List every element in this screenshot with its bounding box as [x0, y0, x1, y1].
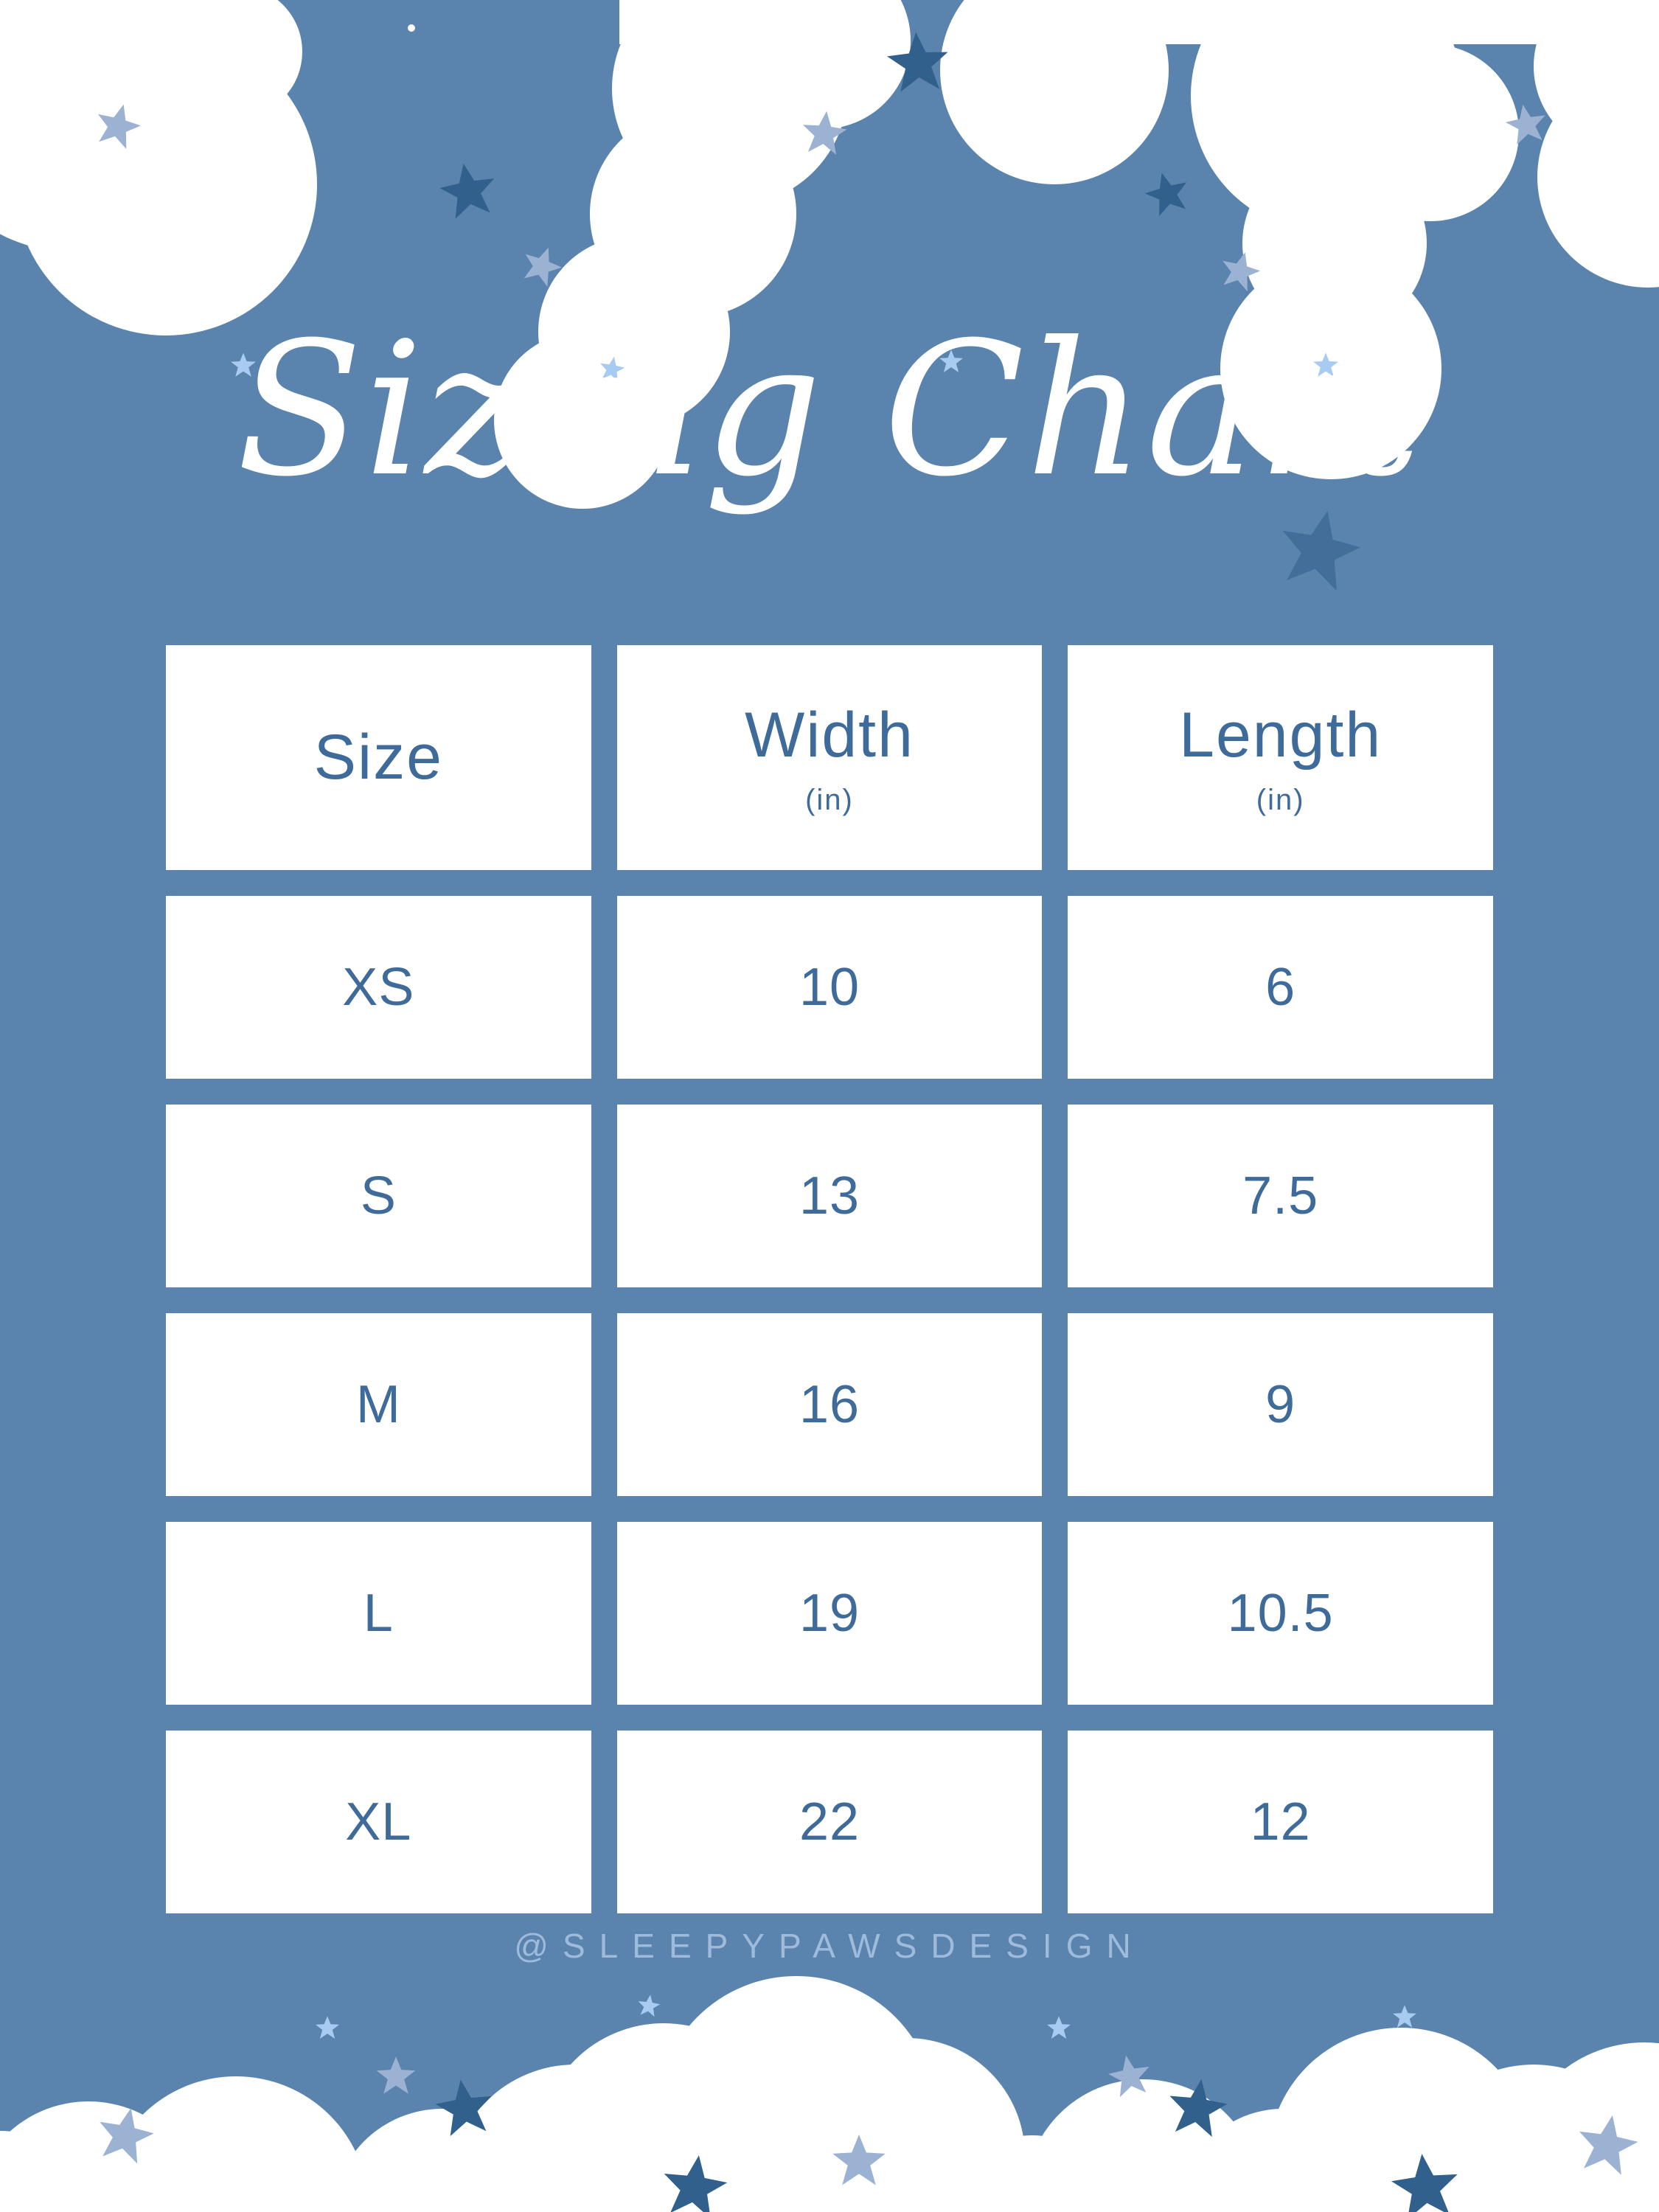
- star-icon: [524, 247, 563, 287]
- star-icon: [97, 104, 142, 150]
- star-icon: [887, 32, 948, 92]
- cell-width: 16: [616, 1313, 1043, 1496]
- header-cell-size: Size: [166, 645, 591, 870]
- size-value: S: [360, 1166, 397, 1225]
- star-icon: [1579, 2115, 1638, 2175]
- cell-size: M: [166, 1313, 591, 1496]
- column-label: Length: [1179, 699, 1382, 771]
- cell-length: 9: [1068, 1313, 1493, 1496]
- star-icon: [832, 2135, 886, 2185]
- header-cell-length: Length (in): [1068, 645, 1493, 870]
- cell-width: 13: [616, 1105, 1043, 1287]
- star-icon: [1169, 2079, 1228, 2138]
- star-icon: [1391, 2154, 1458, 2212]
- size-value: XL: [345, 1792, 412, 1851]
- star-icon: [600, 356, 625, 382]
- cell-width: 10: [616, 896, 1043, 1079]
- top-cloud-border: [0, 0, 1659, 509]
- table-row: S 13 7.5: [166, 1105, 1493, 1287]
- table-row: M 16 9: [166, 1313, 1493, 1496]
- header-cell-width: Width (in): [616, 645, 1043, 870]
- star-icon: [638, 1994, 661, 2017]
- sizing-table: Size Width (in) Length (in) XS 10 6 S 13…: [166, 645, 1493, 1913]
- width-value: 19: [799, 1584, 860, 1643]
- column-unit: (in): [805, 783, 854, 816]
- cell-length: 10.5: [1068, 1522, 1493, 1705]
- bottom-cloud-border: [0, 1976, 1659, 2212]
- star-icon: [939, 349, 963, 372]
- star-icon: [316, 2016, 339, 2039]
- width-value: 13: [799, 1166, 860, 1225]
- star-icon: [1313, 352, 1338, 377]
- table-row: L 19 10.5: [166, 1522, 1493, 1705]
- size-value: M: [355, 1375, 401, 1434]
- star-icon: [664, 2155, 728, 2212]
- length-value: 7.5: [1242, 1166, 1319, 1225]
- cell-width: 19: [616, 1522, 1043, 1705]
- title-star-icon: [1282, 510, 1361, 591]
- cell-length: 6: [1068, 896, 1493, 1079]
- star-icon: [1505, 104, 1545, 145]
- length-value: 12: [1250, 1792, 1311, 1851]
- star-icon: [1047, 2016, 1071, 2039]
- column-unit: (in): [1256, 783, 1305, 816]
- footer-handle: @SLEEPYPAWSDESIGN: [514, 1927, 1145, 1965]
- size-value: XS: [342, 958, 415, 1017]
- size-value: L: [363, 1584, 394, 1643]
- length-value: 10.5: [1227, 1584, 1334, 1643]
- column-label: Size: [313, 722, 443, 793]
- star-icon: [439, 163, 495, 219]
- table-row: XS 10 6: [166, 896, 1493, 1079]
- star-icon: [802, 111, 847, 156]
- star-icon: [100, 2108, 154, 2164]
- length-value: 9: [1265, 1375, 1296, 1434]
- page-title: Sizing Chart: [236, 302, 1423, 517]
- cell-size: XL: [166, 1731, 591, 1913]
- table-header-row: Size Width (in) Length (in): [166, 645, 1493, 870]
- width-value: 16: [799, 1375, 860, 1434]
- width-value: 22: [799, 1792, 860, 1851]
- cell-length: 7.5: [1068, 1105, 1493, 1287]
- cell-size: XS: [166, 896, 591, 1079]
- width-value: 10: [799, 958, 860, 1017]
- star-icon: [1144, 173, 1187, 217]
- cell-width: 22: [616, 1731, 1043, 1913]
- column-label: Width: [745, 699, 914, 771]
- white-dot: [408, 24, 415, 32]
- star-icon: [376, 2056, 416, 2094]
- cell-size: S: [166, 1105, 591, 1287]
- star-icon: [231, 352, 256, 377]
- star-icon: [1222, 252, 1261, 292]
- cell-length: 12: [1068, 1731, 1493, 1913]
- table-row: XL 22 12: [166, 1731, 1493, 1913]
- length-value: 6: [1265, 958, 1296, 1017]
- star-icon: [1107, 2055, 1150, 2098]
- star-icon: [435, 2079, 492, 2137]
- cell-size: L: [166, 1522, 591, 1705]
- star-icon: [1393, 2005, 1416, 2028]
